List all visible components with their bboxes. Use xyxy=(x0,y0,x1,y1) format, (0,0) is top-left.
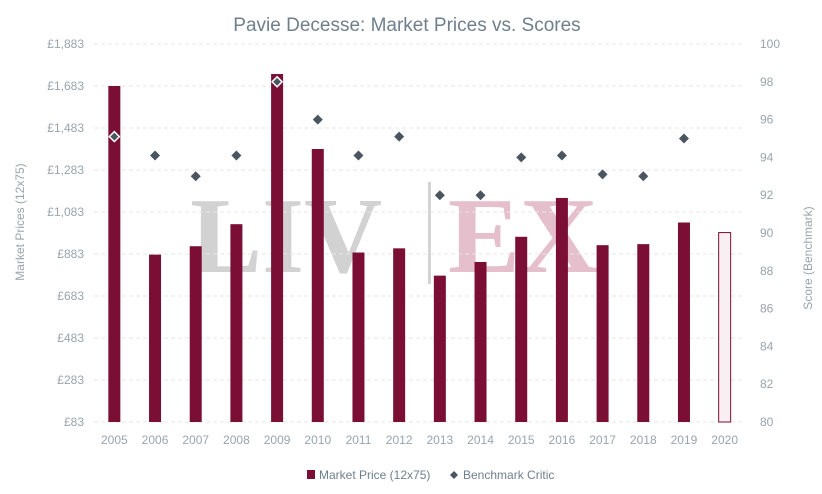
benchmark-critic-point xyxy=(231,150,242,161)
right-tick-label: 92 xyxy=(760,188,774,202)
right-tick-label: 86 xyxy=(760,302,774,316)
legend: Market Price (12x75) Benchmark Critic xyxy=(307,468,554,482)
market-price-bar xyxy=(677,222,690,422)
benchmark-critic-point xyxy=(190,171,201,182)
legend-item-benchmark-critic: Benchmark Critic xyxy=(463,468,554,482)
legend-item-market-price: Market Price (12x75) xyxy=(319,468,430,482)
left-tick-label: £883 xyxy=(57,247,84,261)
market-price-bar xyxy=(474,261,487,422)
right-tick-label: 80 xyxy=(760,415,774,429)
market-price-bar xyxy=(515,236,528,422)
right-tick-label: 98 xyxy=(760,75,774,89)
x-tick-label: 2018 xyxy=(630,433,657,447)
bar-series xyxy=(108,74,732,423)
x-tick-label: 2015 xyxy=(508,433,535,447)
right-tick-label: 96 xyxy=(760,113,774,127)
market-price-bar xyxy=(555,197,568,422)
market-price-bar xyxy=(230,224,243,422)
market-price-bar xyxy=(352,252,365,422)
benchmark-critic-point xyxy=(353,150,364,161)
x-tick-label: 2017 xyxy=(589,433,616,447)
x-tick-label: 2010 xyxy=(304,433,331,447)
left-axis-ticks: £83 £283 £483 £683 £883 £1,083 £1,283 £1,483 £1,… xyxy=(47,37,84,429)
benchmark-critic-point xyxy=(597,169,608,180)
benchmark-critic-point xyxy=(516,152,527,163)
benchmark-critic-point xyxy=(108,130,121,143)
watermark-left-text: LIV xyxy=(190,177,382,296)
benchmark-critic-point xyxy=(638,171,649,182)
market-price-bar xyxy=(149,254,162,422)
right-tick-label: 94 xyxy=(760,150,774,164)
market-price-bar xyxy=(637,244,650,422)
left-tick-label: £1,283 xyxy=(47,163,84,177)
right-axis-ticks: 80 82 84 86 88 90 92 94 96 98 100 xyxy=(760,37,780,429)
left-tick-label: £1,083 xyxy=(47,205,84,219)
benchmark-critic-point xyxy=(312,114,323,125)
legend-bar-swatch xyxy=(307,470,315,479)
x-tick-label: 2011 xyxy=(346,433,372,447)
left-tick-label: £283 xyxy=(57,373,84,387)
market-price-bar xyxy=(718,232,732,423)
benchmark-critic-point xyxy=(150,150,161,161)
x-axis-ticks: 2005 2006 2007 2008 2009 2010 2011 2012 2013 2014… xyxy=(101,433,738,447)
right-tick-label: 90 xyxy=(760,226,774,240)
benchmark-critic-point xyxy=(271,75,284,88)
left-tick-label: £483 xyxy=(57,331,84,345)
benchmark-critic-point xyxy=(394,131,405,142)
market-price-bar xyxy=(393,248,406,422)
chart-title: Pavie Decesse: Market Prices vs. Scores xyxy=(233,15,580,36)
market-price-bar xyxy=(271,74,284,422)
x-tick-label: 2016 xyxy=(549,433,576,447)
benchmark-critic-point xyxy=(556,150,567,161)
market-price-bar xyxy=(433,275,446,422)
x-tick-label: 2005 xyxy=(101,433,128,447)
left-tick-label: £1,483 xyxy=(47,121,84,135)
right-tick-label: 84 xyxy=(760,339,774,353)
benchmark-critic-point xyxy=(434,190,445,201)
right-tick-label: 82 xyxy=(760,377,774,391)
benchmark-critic-point xyxy=(678,133,689,144)
left-tick-label: £83 xyxy=(64,415,84,429)
market-price-bar xyxy=(596,245,609,422)
x-tick-label: 2014 xyxy=(467,433,494,447)
x-tick-label: 2012 xyxy=(386,433,413,447)
grid-lines xyxy=(94,43,745,423)
market-price-bar xyxy=(108,86,121,422)
x-tick-label: 2006 xyxy=(142,433,169,447)
x-tick-label: 2007 xyxy=(182,433,209,447)
x-tick-label: 2020 xyxy=(711,433,738,447)
right-tick-label: 88 xyxy=(760,264,774,278)
benchmark-critic-point xyxy=(475,190,486,201)
legend-diamond-icon xyxy=(450,471,458,479)
market-price-bar xyxy=(189,246,202,422)
scatter-series xyxy=(108,75,689,201)
left-tick-label: £683 xyxy=(57,289,84,303)
watermark-divider xyxy=(428,182,431,284)
left-tick-label: £1,683 xyxy=(47,79,84,93)
right-tick-label: 100 xyxy=(760,37,780,51)
right-axis-title: Score (Benchmark) xyxy=(801,206,815,309)
x-tick-label: 2008 xyxy=(223,433,250,447)
x-tick-label: 2019 xyxy=(671,433,698,447)
left-tick-label: £1,883 xyxy=(47,37,84,51)
x-tick-label: 2013 xyxy=(426,433,453,447)
left-axis-title: Market Prices (12x75) xyxy=(13,163,27,280)
market-price-bar xyxy=(311,149,324,422)
x-tick-label: 2009 xyxy=(264,433,291,447)
